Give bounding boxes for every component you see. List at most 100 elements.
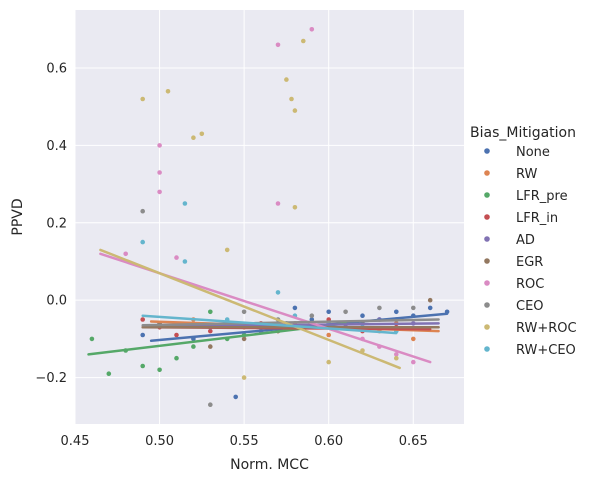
- legend-label: EGR: [516, 255, 543, 270]
- data-point: [140, 363, 145, 369]
- data-point: [241, 309, 247, 315]
- data-point: [157, 189, 162, 195]
- data-point: [140, 208, 145, 214]
- data-point: [174, 355, 179, 361]
- legend-label: LFR_in: [516, 211, 558, 226]
- data-point: [284, 77, 289, 82]
- legend-label: RW: [516, 167, 538, 182]
- legend-marker: [484, 258, 490, 264]
- data-point: [241, 375, 247, 380]
- data-point: [360, 313, 365, 319]
- data-point: [309, 27, 315, 32]
- legend-label: ROC: [516, 277, 544, 292]
- data-point: [140, 96, 145, 102]
- data-point: [174, 332, 179, 338]
- data-point: [411, 305, 416, 311]
- y-tick-label: 0.2: [46, 216, 67, 231]
- x-axis-label: Norm. MCC: [230, 457, 309, 473]
- data-point: [208, 328, 213, 334]
- legend-title: Bias_Mitigation: [470, 125, 576, 141]
- data-point: [326, 309, 332, 315]
- data-point: [289, 96, 294, 102]
- data-point: [427, 297, 433, 303]
- data-point: [309, 317, 315, 322]
- data-point: [140, 332, 145, 338]
- legend-label: RW+ROC: [516, 321, 577, 336]
- y-tick-label: 0.6: [46, 62, 67, 77]
- y-tick-labels: −0.2 0.0 0.2 0.4 0.6: [35, 62, 67, 387]
- x-tick-label: 0.45: [61, 434, 90, 449]
- data-point: [106, 371, 112, 377]
- data-point: [427, 305, 433, 311]
- data-point: [326, 332, 332, 338]
- data-point: [123, 251, 128, 257]
- data-point: [224, 247, 230, 253]
- data-point: [191, 344, 196, 349]
- data-point: [140, 317, 145, 322]
- data-point: [292, 205, 298, 210]
- data-point: [208, 344, 213, 349]
- data-point: [157, 367, 162, 373]
- data-point: [182, 201, 188, 206]
- legend-marker: [484, 302, 490, 308]
- regression-line: [141, 314, 398, 335]
- legend-marker: [484, 346, 490, 352]
- data-point: [208, 402, 213, 408]
- legend-label: None: [516, 145, 550, 160]
- regression-line: [141, 318, 440, 327]
- data-point: [165, 89, 171, 94]
- data-point: [208, 309, 213, 315]
- legend-label: AD: [516, 233, 535, 248]
- y-axis-label: PPVD: [10, 198, 26, 235]
- regression-lines: [87, 248, 449, 370]
- data-point: [394, 352, 399, 357]
- data-point: [89, 336, 95, 342]
- data-point: [326, 359, 332, 365]
- y-tick-label: 0.0: [46, 294, 67, 309]
- x-tick-label: 0.50: [145, 434, 174, 449]
- plot-background: [75, 10, 464, 424]
- legend-marker: [484, 324, 490, 330]
- legend-label: RW+CEO: [516, 343, 576, 358]
- data-point: [411, 336, 416, 342]
- data-point: [411, 359, 416, 365]
- legend-marker: [484, 214, 490, 220]
- legend-marker: [484, 280, 490, 286]
- legend-marker: [484, 148, 490, 154]
- data-point: [233, 394, 238, 400]
- data-point: [343, 309, 348, 315]
- legend-label: CEO: [516, 299, 544, 314]
- data-point: [140, 239, 145, 245]
- legend-marker: [484, 236, 490, 242]
- data-point: [275, 201, 281, 206]
- data-point: [394, 355, 399, 361]
- y-tick-label: −0.2: [35, 371, 67, 386]
- data-point: [377, 305, 382, 311]
- data-point: [174, 255, 179, 260]
- x-tick-label: 0.55: [230, 434, 259, 449]
- legend-label: LFR_pre: [516, 189, 568, 204]
- y-tick-label: 0.4: [46, 139, 67, 154]
- data-point: [301, 38, 306, 44]
- legend-marker: [484, 192, 490, 198]
- regression-line: [99, 248, 401, 370]
- data-point: [199, 131, 205, 137]
- data-point: [292, 108, 298, 113]
- x-tick-label: 0.60: [314, 434, 343, 449]
- data-point: [275, 42, 281, 48]
- data-point: [182, 259, 188, 264]
- legend: None RW LFR_pre LFR_in AD EGR ROC CEO RW+ROC RW+C…: [484, 145, 577, 358]
- data-point: [157, 170, 162, 175]
- grid-lines: [74, 10, 464, 424]
- data-point: [191, 135, 196, 140]
- data-point: [394, 309, 399, 315]
- data-point: [157, 143, 162, 148]
- data-point: [292, 305, 298, 311]
- data-point: [241, 336, 247, 342]
- data-point: [275, 290, 281, 295]
- x-tick-label: 0.65: [399, 434, 428, 449]
- legend-marker: [484, 170, 490, 176]
- data-point: [309, 313, 315, 319]
- x-tick-labels: 0.45 0.50 0.55 0.60 0.65: [61, 434, 428, 449]
